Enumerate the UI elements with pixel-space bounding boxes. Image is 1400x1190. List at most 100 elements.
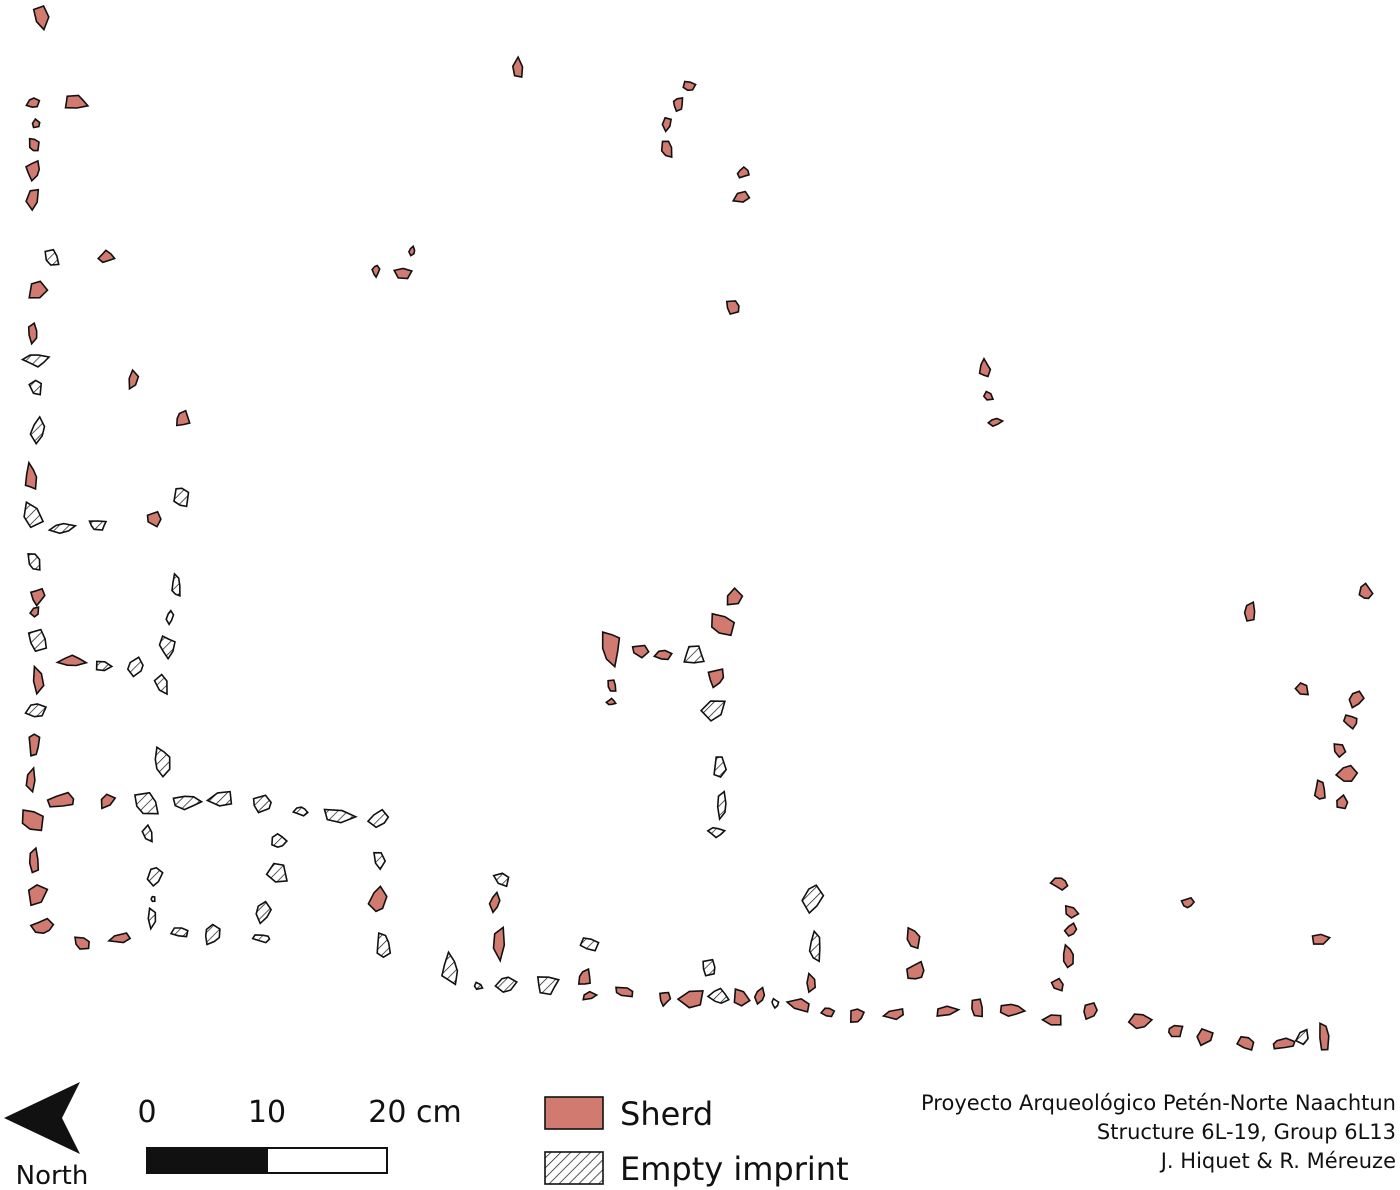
scale-bar-black [146, 1147, 268, 1174]
empty-imprint [173, 487, 190, 508]
sherd [707, 668, 725, 689]
empty-imprint [153, 673, 168, 696]
empty-imprint [808, 929, 821, 963]
sherd [660, 140, 673, 159]
empty-imprint [366, 808, 390, 829]
sherd [906, 926, 921, 950]
sherd [1313, 779, 1326, 800]
sherd [982, 390, 995, 401]
sherd [46, 791, 75, 808]
sherd [25, 766, 36, 794]
sherd [1348, 690, 1365, 709]
empty-imprint [133, 791, 159, 815]
sherd [736, 165, 750, 179]
sherd [1358, 582, 1374, 600]
sherd [107, 932, 132, 944]
sherd [1049, 877, 1069, 891]
scale-label: 0 [137, 1095, 156, 1130]
empty-imprint [44, 248, 60, 266]
sherd [488, 890, 501, 914]
empty-imprint [95, 660, 114, 672]
empty-imprint [271, 832, 289, 848]
sherd [1272, 1037, 1296, 1050]
sherd [726, 587, 744, 606]
empty-imprint [706, 826, 727, 839]
sherd [1083, 1001, 1098, 1021]
sherd [672, 96, 684, 113]
empty-imprint [579, 937, 600, 952]
sherd [607, 679, 617, 692]
empty-imprint [252, 794, 272, 814]
scale-bar-white [266, 1147, 388, 1174]
empty-imprint [47, 522, 78, 535]
sherd [29, 606, 40, 618]
sherd [1336, 793, 1349, 810]
sherd [27, 883, 49, 907]
sherd [408, 244, 416, 257]
sherd [936, 1005, 961, 1018]
sherd [1319, 1022, 1330, 1051]
legend-swatch [544, 1096, 604, 1130]
empty-imprint [699, 700, 726, 722]
sherd [999, 1003, 1027, 1017]
north-arrow [4, 1082, 80, 1154]
empty-imprint [88, 520, 108, 531]
legend-label: Empty imprint [620, 1150, 849, 1188]
sherd [849, 1008, 866, 1024]
empty-imprint [169, 927, 189, 938]
sherd [577, 967, 591, 985]
sherd [1062, 943, 1075, 969]
sherd [601, 631, 621, 669]
features [20, 5, 1374, 1052]
empty-imprint [702, 958, 716, 977]
sherd [28, 846, 40, 874]
sherd [371, 264, 381, 279]
empty-imprint [683, 645, 705, 664]
empty-imprint [20, 354, 51, 368]
sherd [661, 116, 673, 133]
empty-imprint [27, 628, 48, 653]
sherd [1063, 922, 1078, 937]
legend-swatch [544, 1151, 604, 1185]
credit-line: Structure 6L-19, Group 6L13 [1097, 1120, 1396, 1144]
sherd [1196, 1027, 1214, 1047]
empty-imprint [771, 997, 780, 1010]
sherd [615, 986, 634, 998]
sherd [367, 885, 388, 913]
sherd [725, 300, 740, 316]
sherd [31, 117, 41, 129]
sherd [1333, 743, 1347, 759]
empty-imprint [265, 862, 288, 883]
sherd [1064, 904, 1080, 919]
sherd [1294, 682, 1310, 696]
empty-imprint [473, 981, 484, 991]
sherd [55, 654, 89, 667]
sherd [27, 321, 38, 346]
sherd [1236, 1035, 1255, 1052]
sherd [676, 989, 704, 1009]
empty-imprint [801, 884, 825, 915]
sherd [659, 991, 672, 1008]
empty-imprint [27, 553, 41, 571]
sherd [652, 649, 673, 661]
sherd [74, 936, 90, 950]
sherd [28, 137, 40, 152]
empty-imprint [713, 756, 728, 778]
sherd [64, 94, 90, 109]
credit-line: Proyecto Arqueológico Petén-Norte Naacht… [921, 1091, 1396, 1115]
sherd [392, 267, 413, 280]
empty-imprint [141, 823, 153, 843]
north-label: North [16, 1161, 89, 1190]
empty-imprint [165, 609, 175, 626]
empty-imprint [171, 572, 181, 597]
empty-imprint [1294, 1028, 1309, 1046]
sherd [175, 409, 191, 427]
empty-imprint [251, 934, 271, 944]
empty-imprint [376, 931, 392, 959]
sherd [29, 917, 55, 935]
sherd [682, 80, 697, 92]
sherd [631, 644, 650, 659]
sherd [32, 5, 50, 32]
sherd [24, 460, 38, 491]
sherd [1243, 600, 1256, 622]
